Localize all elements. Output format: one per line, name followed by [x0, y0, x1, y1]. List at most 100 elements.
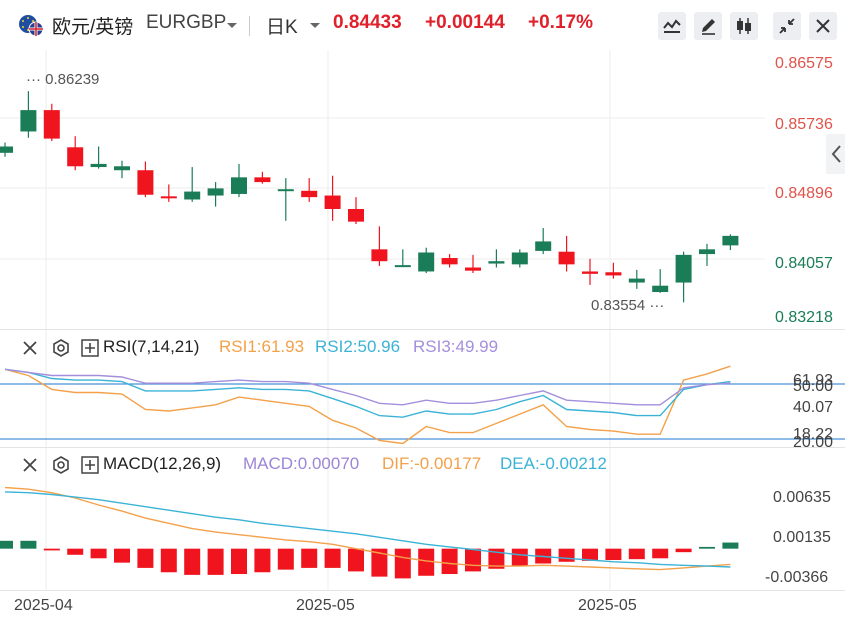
- chevron-left-icon: [831, 145, 841, 163]
- time-tick: 2025-04: [14, 597, 73, 614]
- rsi-line-rsi2: [4, 368, 731, 418]
- candle-body: [160, 196, 177, 199]
- rsi-tick: 50.00: [793, 378, 833, 395]
- macd-histogram-bar: [114, 548, 130, 563]
- macd-histogram-bar: [348, 548, 364, 572]
- rsi3-value: RSI3:49.99: [413, 337, 499, 356]
- candle: [558, 235, 575, 272]
- macd-histogram-bar: [652, 548, 669, 559]
- candle: [301, 178, 318, 202]
- candle: [0, 142, 13, 157]
- candle: [184, 167, 201, 202]
- draw-tool-button[interactable]: [694, 12, 722, 40]
- macd-histogram-bar: [160, 548, 177, 573]
- line-chart-button[interactable]: [658, 12, 686, 40]
- candlestick-icon: [737, 18, 751, 34]
- candle-body: [652, 285, 669, 293]
- line-chart-icon: [663, 19, 681, 33]
- candle: [488, 249, 505, 268]
- macd-histogram-bar: [441, 548, 458, 575]
- candle: [535, 227, 552, 255]
- macd-histogram-bar: [324, 548, 341, 568]
- macd-histogram-bar: [67, 548, 84, 555]
- candle: [371, 226, 388, 266]
- macd-histogram-bar: [418, 548, 435, 576]
- side-panel-toggle[interactable]: [826, 134, 845, 174]
- candle-body: [0, 146, 13, 153]
- symbol-code[interactable]: EURGBP: [146, 12, 227, 33]
- candle-body: [628, 278, 645, 283]
- close-icon[interactable]: [22, 340, 38, 356]
- chart-area[interactable]: ··· 0.86239 0.83554 ··· 0.86575 0.85736 …: [0, 50, 845, 622]
- macd-tick: -0.00366: [765, 569, 828, 586]
- shrink-button[interactable]: [773, 12, 801, 40]
- chart-header: 欧元/英镑 EURGBP 日K 0.84433 +0.00144 +0.17%: [0, 0, 845, 50]
- symbol-dropdown-icon[interactable]: [226, 22, 238, 30]
- low-price-label: 0.83554 ···: [591, 297, 664, 314]
- candle: [652, 269, 669, 293]
- price-tick: 0.85736: [775, 116, 833, 133]
- settings-icon[interactable]: [51, 455, 71, 475]
- candle-body: [722, 235, 739, 246]
- rsi-tick: 40.07: [793, 399, 833, 416]
- candle-body: [324, 195, 341, 209]
- macd-histogram-bar: [511, 548, 528, 567]
- macd-title: MACD(12,26,9): [103, 454, 222, 473]
- rsi-legend: RSI(7,14,21) RSI1:61.93 RSI2:50.96 RSI3:…: [0, 337, 845, 361]
- candle-body: [207, 188, 224, 196]
- candle: [699, 243, 715, 266]
- macd-series: [0, 486, 739, 579]
- time-tick: 2025-05: [578, 597, 637, 614]
- price-gridlines: [0, 117, 765, 260]
- candle: [277, 178, 294, 221]
- period-dropdown-icon[interactable]: [309, 22, 321, 30]
- candle: [582, 258, 598, 285]
- time-axis-divider: [0, 590, 845, 591]
- candle-body: [277, 189, 294, 192]
- macd-value: MACD:0.00070: [243, 454, 360, 473]
- close-chart-button[interactable]: [809, 12, 837, 40]
- candle-body: [348, 208, 364, 222]
- candle: [254, 171, 271, 184]
- candle-body: [43, 110, 60, 139]
- price-change-pct: +0.17%: [528, 12, 593, 33]
- candle: [605, 262, 622, 279]
- price-tick: 0.86575: [775, 55, 833, 72]
- candle-body: [465, 267, 481, 271]
- macd-histogram-bar: [394, 548, 411, 579]
- candle-body: [20, 110, 37, 132]
- dif-line: [4, 486, 731, 571]
- macd-histogram-bar: [582, 548, 598, 561]
- period-selector[interactable]: 日K: [266, 17, 298, 38]
- candle: [114, 160, 130, 179]
- macd-histogram-bar: [43, 548, 60, 551]
- macd-histogram-bar: [722, 542, 739, 549]
- macd-histogram-bar: [371, 548, 388, 577]
- candle: [207, 182, 224, 207]
- candle: [67, 136, 84, 171]
- settings-icon[interactable]: [51, 338, 71, 358]
- macd-panel-divider: [0, 447, 845, 448]
- candle: [20, 91, 37, 138]
- candle-body: [114, 166, 130, 171]
- candle: [43, 103, 60, 141]
- macd-histogram-bar: [254, 548, 271, 573]
- candle: [324, 175, 341, 221]
- candle-body: [254, 177, 271, 183]
- price-axis: 0.86575 0.85736 0.84896 0.84057 0.83218: [775, 55, 833, 326]
- rsi-reference-lines: [0, 383, 845, 440]
- macd-histogram-bar: [628, 548, 645, 560]
- close-icon[interactable]: [22, 457, 38, 473]
- header-divider: [249, 16, 250, 36]
- expand-icon[interactable]: [81, 339, 99, 357]
- candle-body: [441, 258, 458, 265]
- expand-icon[interactable]: [81, 456, 99, 474]
- candlestick-type-button[interactable]: [730, 12, 758, 40]
- rsi-panel-divider: [0, 329, 845, 330]
- macd-histogram-bar: [207, 548, 224, 575]
- candle: [137, 161, 154, 198]
- candle: [90, 146, 107, 169]
- high-price-label: ··· 0.86239: [26, 71, 99, 88]
- rsi-line-rsi1: [4, 365, 731, 445]
- macd-tick: 0.00135: [773, 529, 831, 546]
